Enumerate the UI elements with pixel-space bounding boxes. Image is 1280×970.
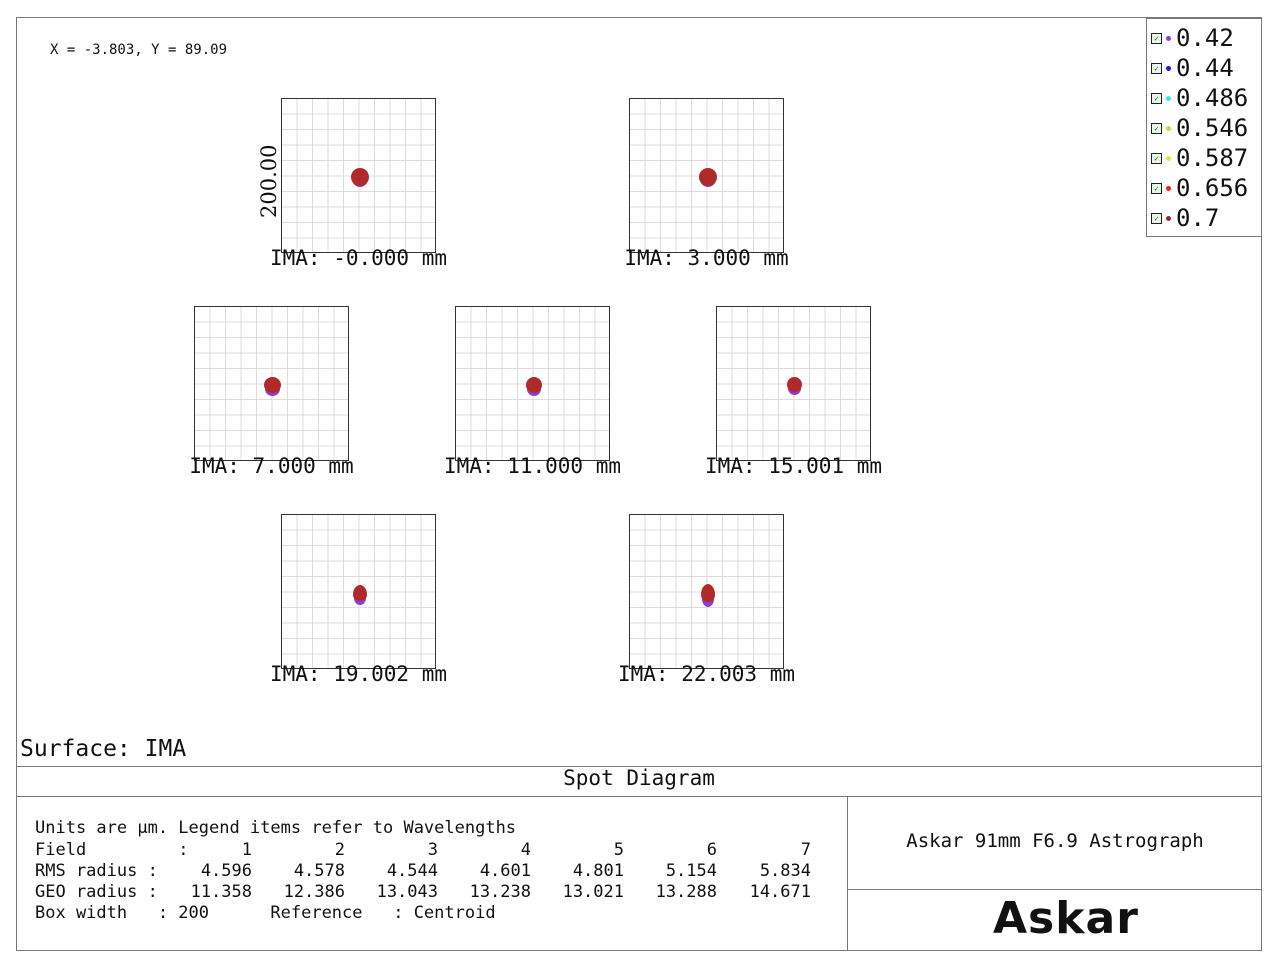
spot-box [629, 98, 784, 253]
legend-color-dot [1166, 185, 1171, 191]
geo-value: 13.043 [376, 882, 438, 902]
spot-box [194, 306, 349, 461]
rms-value: 4.601 [479, 861, 531, 881]
field-position-label: IMA: 15.001 mm [704, 454, 883, 478]
field-position-label: IMA: 22.003 mm [617, 662, 796, 686]
legend-label: 0.42 [1176, 24, 1234, 52]
spot-red-wavelength [698, 167, 717, 186]
legend-label: 0.486 [1176, 84, 1249, 112]
box-width-line: Box width : 200 Reference : Centroid [35, 903, 496, 923]
rms-value: 4.801 [572, 861, 624, 881]
field-value: 2 [334, 840, 345, 860]
field-position-label: IMA: 7.000 mm [189, 454, 354, 478]
field-value: 1 [241, 840, 252, 860]
geo-value: 13.288 [655, 882, 717, 902]
spot-box [281, 514, 436, 669]
field-value: 6 [706, 840, 717, 860]
geo-value: 13.238 [469, 882, 531, 902]
wavelength-legend: ✓ 0.42 ✓ 0.44 ✓ 0.486 ✓ 0.546 ✓ 0.587 ✓ 0.656 ✓ 0.7 [1146, 18, 1262, 237]
geo-row-label: GEO radius : [35, 882, 158, 902]
field-value: 7 [800, 840, 811, 860]
geo-value: 11.358 [190, 882, 252, 902]
spot-red-wavelength [787, 377, 802, 392]
spot-box [716, 306, 871, 461]
product-name: Askar 91mm F6.9 Astrograph [906, 830, 1204, 852]
plot-frame [16, 17, 1262, 951]
legend-item[interactable]: ✓ 0.42 [1151, 23, 1234, 53]
rms-value: 4.544 [386, 861, 438, 881]
legend-color-dot [1166, 35, 1171, 41]
spot-box [629, 514, 784, 669]
spot-red-wavelength [525, 376, 542, 393]
divider [848, 889, 1262, 890]
legend-checkbox-icon[interactable]: ✓ [1151, 212, 1162, 224]
field-value: 3 [427, 840, 438, 860]
diagram-title: Spot Diagram [563, 766, 715, 790]
geo-row: GEO radius : 11.358 12.386 13.043 13.238… [35, 882, 835, 903]
field-row-label: Field : [35, 840, 189, 860]
legend-color-dot [1166, 95, 1171, 101]
field-value: 5 [613, 840, 624, 860]
field-position-label: IMA: 11.000 mm [443, 454, 622, 478]
rms-row-label: RMS radius : [35, 861, 158, 881]
rms-value: 5.154 [665, 861, 717, 881]
rms-value: 5.834 [759, 861, 811, 881]
spot-red-wavelength [352, 584, 367, 601]
geo-value: 13.021 [562, 882, 624, 902]
legend-label: 0.546 [1176, 114, 1249, 142]
spot-red-wavelength [700, 583, 715, 602]
legend-label: 0.7 [1176, 204, 1220, 232]
legend-checkbox-icon[interactable]: ✓ [1151, 152, 1162, 164]
units-note: Units are µm. Legend items refer to Wave… [35, 818, 517, 838]
legend-item[interactable]: ✓ 0.587 [1151, 143, 1248, 173]
divider [16, 766, 1262, 767]
cursor-coords: X = -3.803, Y = 89.09 [50, 42, 228, 58]
spot-red-wavelength [350, 167, 369, 186]
rms-value: 4.596 [200, 861, 252, 881]
legend-item[interactable]: ✓ 0.546 [1151, 113, 1248, 143]
legend-checkbox-icon[interactable]: ✓ [1151, 62, 1162, 74]
surface-label: Surface: IMA [20, 736, 187, 762]
legend-label: 0.587 [1176, 144, 1249, 172]
legend-checkbox-icon[interactable]: ✓ [1151, 122, 1162, 134]
spot-red-wavelength [264, 376, 281, 393]
rms-value: 4.578 [293, 861, 345, 881]
legend-color-dot [1166, 125, 1171, 131]
legend-color-dot [1166, 155, 1171, 161]
legend-label: 0.44 [1176, 54, 1234, 82]
rms-row: RMS radius : 4.596 4.578 4.544 4.601 4.8… [35, 861, 835, 882]
legend-item[interactable]: ✓ 0.7 [1151, 203, 1219, 233]
y-axis-label: 200.00 [257, 144, 281, 218]
spot-box [455, 306, 610, 461]
field-position-label: IMA: 19.002 mm [269, 662, 448, 686]
legend-color-dot [1166, 65, 1171, 71]
legend-item[interactable]: ✓ 0.656 [1151, 173, 1248, 203]
divider [847, 796, 848, 951]
field-value: 4 [520, 840, 531, 860]
geo-value: 12.386 [283, 882, 345, 902]
askar-logo: Askar [993, 893, 1139, 944]
field-position-label: IMA: -0.000 mm [269, 246, 448, 270]
field-position-label: IMA: 3.000 mm [624, 246, 789, 270]
geo-value: 14.671 [749, 882, 811, 902]
legend-checkbox-icon[interactable]: ✓ [1151, 182, 1162, 194]
legend-checkbox-icon[interactable]: ✓ [1151, 32, 1162, 44]
spot-box [281, 98, 436, 253]
divider [16, 796, 1262, 797]
legend-item[interactable]: ✓ 0.486 [1151, 83, 1248, 113]
legend-checkbox-icon[interactable]: ✓ [1151, 92, 1162, 104]
field-row: Field : 1 2 3 4 5 6 7 [35, 840, 835, 861]
legend-item[interactable]: ✓ 0.44 [1151, 53, 1234, 83]
legend-color-dot [1166, 215, 1171, 221]
legend-label: 0.656 [1176, 174, 1249, 202]
